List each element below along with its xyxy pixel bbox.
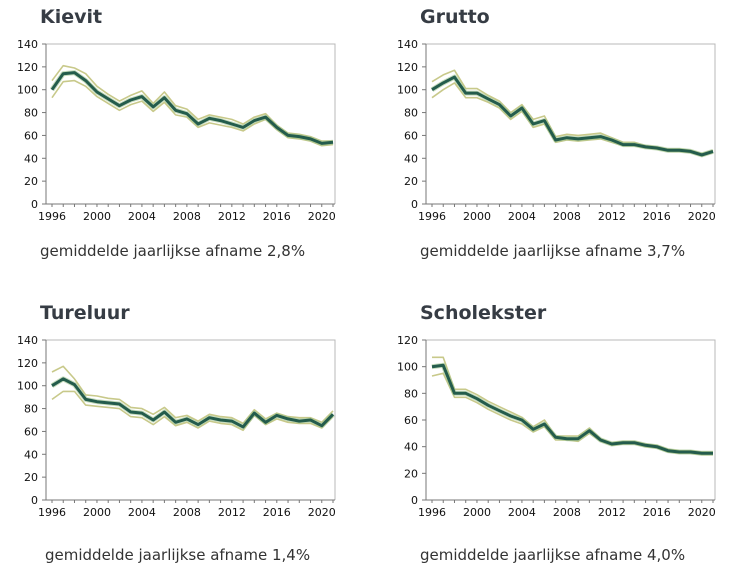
y-tick-label: 120 — [397, 334, 418, 347]
x-tick-label: 2016 — [263, 210, 291, 223]
x-tick-label: 2004 — [508, 210, 536, 223]
y-tick-label: 120 — [397, 61, 418, 74]
x-tick-label: 1996 — [418, 506, 446, 519]
chart-title: Kievit — [40, 6, 103, 28]
x-tick-label: 2012 — [598, 506, 626, 519]
x-tick-label: 2004 — [128, 506, 156, 519]
y-tick-label: 40 — [24, 152, 38, 165]
index-line — [50, 71, 334, 145]
chart-plot: 0 20 40 60 80 100 120 140 1996 2000 2004 2008 2012 20… — [17, 334, 336, 519]
x-tick-label: 2008 — [553, 210, 581, 223]
plot-frame — [426, 339, 716, 500]
y-tick-label: 0 — [31, 494, 38, 507]
chart-plot: 0 20 40 60 80 100 120 140 1996 2000 2004 2008 2012 20… — [17, 38, 336, 223]
chart-caption: gemiddelde jaarlijkse afname 2,8% — [40, 242, 306, 260]
index-line — [51, 377, 335, 429]
chart-title: Scholekster — [420, 302, 547, 324]
x-tick-label: 1996 — [38, 506, 66, 519]
y-tick-label: 80 — [404, 387, 418, 400]
x-tick-label: 2020 — [308, 210, 336, 223]
y-tick-label: 100 — [17, 84, 38, 97]
x-tick-label: 2008 — [553, 506, 581, 519]
y-tick-label: 80 — [24, 403, 38, 416]
index-line — [431, 363, 713, 455]
plot-frame — [426, 43, 716, 204]
x-tick-label: 2000 — [463, 210, 491, 223]
y-tick-label: 100 — [397, 361, 418, 374]
x-tick-label: 2008 — [173, 506, 201, 519]
lower-bound-line — [51, 390, 334, 432]
lower-bound-line — [431, 372, 713, 456]
y-tick-label: 60 — [24, 129, 38, 142]
y-tick-label: 60 — [24, 425, 38, 438]
x-tick-label: 2004 — [508, 506, 536, 519]
chart-panel-kievit: Kievit 0 20 40 60 80 100 120 140 1996 2000 2004 200… — [0, 2, 345, 292]
y-tick-label: 120 — [17, 357, 38, 370]
y-tick-label: 40 — [404, 152, 418, 165]
x-tick-label: 2008 — [173, 210, 201, 223]
y-tick-label: 80 — [404, 107, 418, 120]
chart-caption: gemiddelde jaarlijkse afname 1,4% — [45, 546, 311, 564]
plot-frame — [46, 339, 336, 500]
y-tick-label: 20 — [404, 467, 418, 480]
upper-bound-line — [51, 365, 334, 425]
chart-plot: 0 20 40 60 80 100 120 140 1996 2000 2004 2008 2012 20… — [397, 38, 716, 223]
x-tick-label: 2000 — [83, 506, 111, 519]
x-tick-label: 2004 — [128, 210, 156, 223]
y-tick-label: 20 — [24, 175, 38, 188]
x-tick-label: 2016 — [643, 210, 671, 223]
chart-panel-scholekster: Scholekster 0 20 40 60 80 100 120 1996 2000 2004 2… — [380, 298, 725, 588]
x-tick-label: 2000 — [83, 210, 111, 223]
y-tick-label: 40 — [24, 448, 38, 461]
y-tick-label: 0 — [411, 494, 418, 507]
x-tick-label: 2020 — [308, 506, 336, 519]
upper-bound-line — [51, 64, 333, 142]
y-tick-label: 40 — [404, 441, 418, 454]
y-tick-label: 100 — [397, 84, 418, 97]
y-tick-label: 0 — [411, 198, 418, 211]
x-tick-label: 2000 — [463, 506, 491, 519]
y-tick-label: 120 — [17, 61, 38, 74]
y-tick-label: 20 — [24, 471, 38, 484]
x-tick-label: 2012 — [598, 210, 626, 223]
x-tick-label: 1996 — [38, 210, 66, 223]
y-tick-label: 80 — [24, 107, 38, 120]
x-tick-label: 2012 — [218, 506, 246, 519]
y-tick-label: 20 — [404, 175, 418, 188]
chart-caption: gemiddelde jaarlijkse afname 3,7% — [420, 242, 686, 260]
chart-caption: gemiddelde jaarlijkse afname 4,0% — [420, 546, 686, 564]
y-tick-label: 100 — [17, 380, 38, 393]
x-tick-label: 2016 — [643, 506, 671, 519]
y-tick-label: 140 — [17, 334, 38, 347]
y-tick-label: 60 — [404, 414, 418, 427]
chart-plot: 0 20 40 60 80 100 120 1996 2000 2004 2008 2012 2016 2… — [397, 334, 716, 519]
y-tick-label: 0 — [31, 198, 38, 211]
x-tick-label: 2020 — [688, 506, 716, 519]
index-line — [431, 75, 714, 157]
y-tick-label: 140 — [397, 38, 418, 51]
y-tick-label: 140 — [17, 38, 38, 51]
x-tick-label: 1996 — [418, 210, 446, 223]
x-tick-label: 2012 — [218, 210, 246, 223]
chart-panel-tureluur: Tureluur 0 20 40 60 80 100 120 140 1996 2000 2004 2… — [0, 298, 345, 588]
x-tick-label: 2020 — [688, 210, 716, 223]
plot-frame — [46, 43, 336, 204]
x-tick-label: 2016 — [263, 506, 291, 519]
chart-title: Tureluur — [40, 302, 130, 324]
chart-panel-grutto: Grutto 0 20 40 60 80 100 120 140 1996 2000 2004 200… — [380, 2, 725, 292]
y-tick-label: 60 — [404, 129, 418, 142]
chart-title: Grutto — [420, 6, 490, 28]
